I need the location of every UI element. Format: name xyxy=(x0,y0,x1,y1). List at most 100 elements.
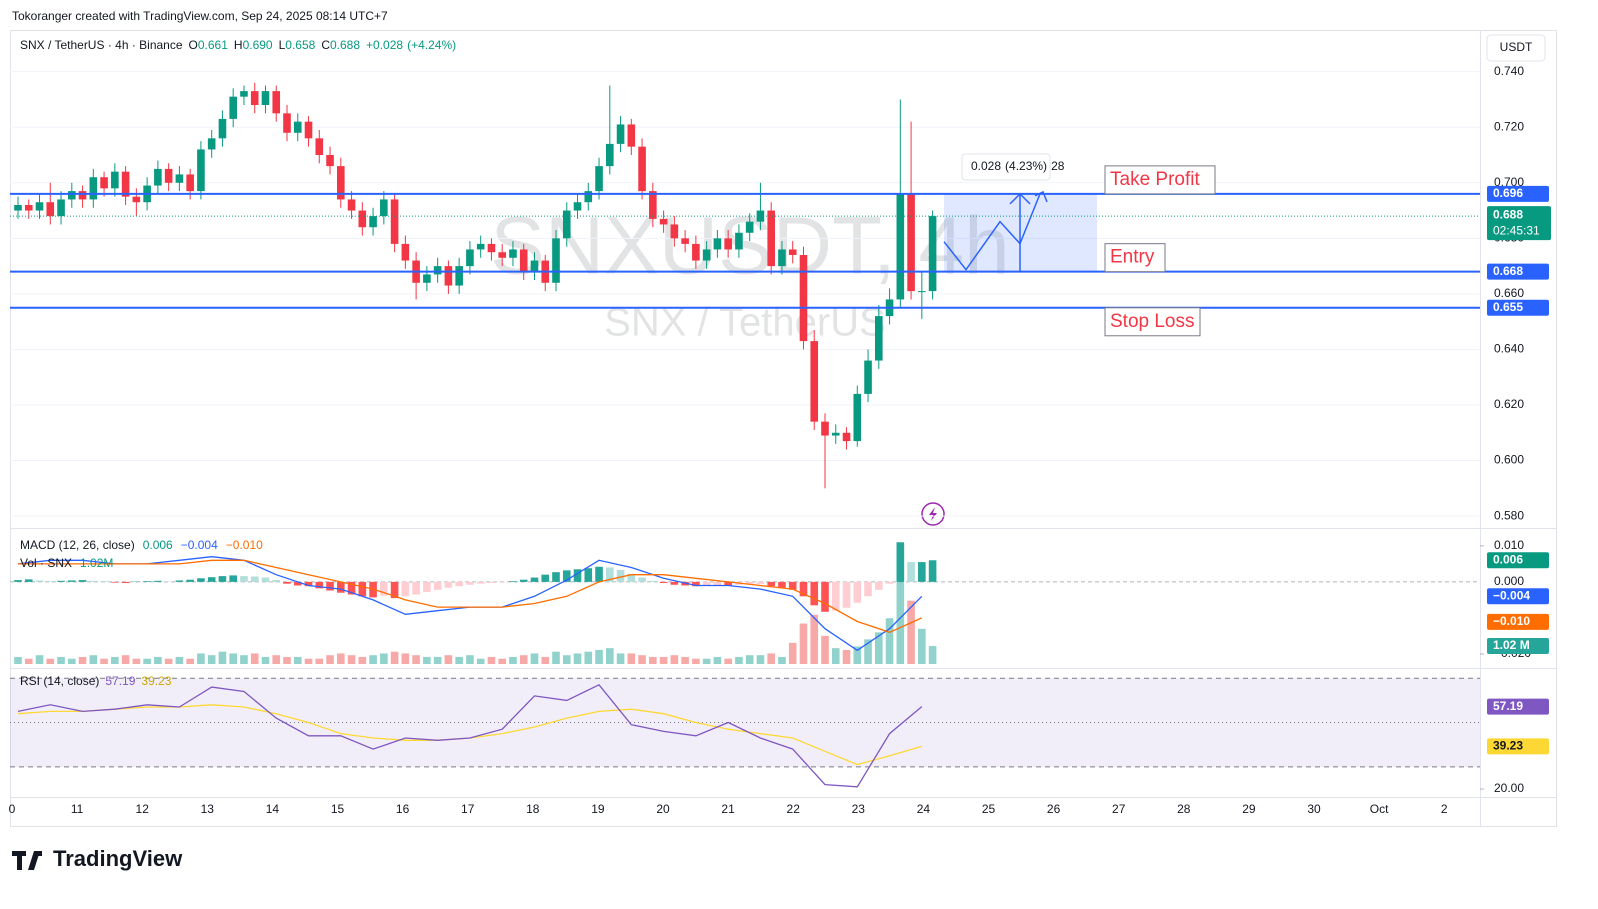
histogram-bar xyxy=(326,581,334,591)
brand-logo xyxy=(12,851,42,870)
volume-bar xyxy=(89,655,98,664)
histogram-bar xyxy=(89,580,98,582)
histogram-bar xyxy=(885,581,894,584)
level-price-label-box xyxy=(1487,185,1549,202)
volume-bar xyxy=(218,651,227,664)
volume-bar xyxy=(713,656,722,664)
histogram-bar xyxy=(380,581,388,596)
volume-bar xyxy=(530,653,539,664)
histogram-bar xyxy=(821,581,829,612)
currency-label: USDT xyxy=(1500,40,1533,54)
x-tick-label: 29 xyxy=(1242,802,1256,816)
x-tick-label: 0 xyxy=(9,802,16,816)
volume-bar xyxy=(692,658,700,664)
rsi-axis-label: 57.19 xyxy=(1493,699,1523,713)
ohlc-key: H xyxy=(234,38,243,52)
signal-line xyxy=(18,559,923,633)
candle-body xyxy=(46,202,55,217)
y-tick-label: 0.620 xyxy=(1494,397,1524,411)
x-tick-label: 30 xyxy=(1307,802,1321,816)
candle-body xyxy=(864,360,872,394)
candle-body xyxy=(466,249,474,267)
candle-body xyxy=(293,121,302,133)
candle-body xyxy=(111,171,119,189)
candle-body xyxy=(713,238,722,250)
x-tick-label: 24 xyxy=(917,802,931,816)
histogram-bar xyxy=(745,581,754,585)
volume-bar xyxy=(724,658,732,664)
candle-body xyxy=(638,146,646,192)
histogram-bar xyxy=(111,581,119,583)
symbol-header: SNX / TetherUS · 4h · Binance O0.661 H0.69… xyxy=(20,38,456,52)
candle-body xyxy=(519,249,528,272)
histogram-bar xyxy=(810,581,819,606)
measure-change: 0.028 xyxy=(971,159,1001,173)
volume-bar xyxy=(337,653,345,664)
histogram-bar xyxy=(659,581,668,583)
histogram-bar xyxy=(78,580,87,582)
alert-icon[interactable] xyxy=(921,502,945,526)
volume-bar xyxy=(401,653,410,664)
macd-legend: MACD (12, 26, close) 0.006 −0.004 −0.010 xyxy=(20,538,263,552)
measure-box xyxy=(961,153,1051,181)
volume-bar xyxy=(154,656,162,664)
volume-bar xyxy=(143,658,151,664)
histogram-bar xyxy=(509,581,517,582)
volume-bar xyxy=(24,658,33,664)
histogram-axis-label: 0.006 xyxy=(1493,552,1523,566)
volume-title: Vol · SNX xyxy=(20,556,72,570)
candle-body xyxy=(842,432,851,442)
volume-bar xyxy=(885,618,894,664)
volume-bar xyxy=(681,656,689,664)
candle-body xyxy=(487,243,496,253)
volume-bar xyxy=(659,656,668,664)
volume-value: 1.02M xyxy=(80,556,113,570)
volume-bar xyxy=(810,614,819,664)
volume-bar xyxy=(821,635,829,664)
candle-body xyxy=(799,255,808,342)
histogram-bar xyxy=(272,580,281,582)
histogram-bar xyxy=(175,580,184,582)
level-price-label-box xyxy=(1487,263,1549,280)
x-tick-label: 13 xyxy=(201,802,215,816)
histogram-bar xyxy=(713,581,722,586)
candle-body xyxy=(207,138,216,150)
histogram-bar xyxy=(358,581,367,597)
candle-body xyxy=(875,316,883,361)
currency-button[interactable] xyxy=(1486,34,1546,62)
histogram-bar xyxy=(842,581,851,608)
x-tick-label: 2 xyxy=(1441,802,1448,816)
volume-bar xyxy=(509,656,517,664)
symbol: SNX / TetherUS · 4h · Binance xyxy=(20,38,183,52)
volume-bar xyxy=(616,653,625,664)
volume-bar xyxy=(670,655,679,664)
candle-body xyxy=(186,174,194,192)
level-name: Stop Loss xyxy=(1110,311,1195,332)
volume-bar xyxy=(778,656,786,664)
histogram-bar xyxy=(530,577,539,582)
x-tick-label: 28 xyxy=(1177,802,1191,816)
level-price-label: 0.655 xyxy=(1493,300,1523,314)
rsi-value: 57.19 xyxy=(105,674,135,688)
volume-bar xyxy=(907,600,915,664)
volume-bar xyxy=(412,655,420,664)
histogram-bar xyxy=(315,581,324,589)
volume-bar xyxy=(46,658,55,664)
candle-body xyxy=(35,202,44,211)
volume-bar xyxy=(476,658,485,664)
x-tick-label: 21 xyxy=(721,802,735,816)
candle-body xyxy=(573,202,582,211)
histogram-bar xyxy=(24,579,33,582)
candle-body xyxy=(326,155,334,167)
volume-bar xyxy=(864,639,872,664)
histogram-bar xyxy=(466,581,474,585)
volume-bar xyxy=(369,655,377,664)
histogram-bar xyxy=(670,581,679,585)
macd-axis-label: −0.004 xyxy=(1493,588,1530,602)
candle-body xyxy=(745,221,754,233)
histogram-bar xyxy=(197,578,205,582)
volume-bar xyxy=(304,658,313,664)
histogram-bar xyxy=(573,569,582,582)
candle-body xyxy=(423,274,431,283)
